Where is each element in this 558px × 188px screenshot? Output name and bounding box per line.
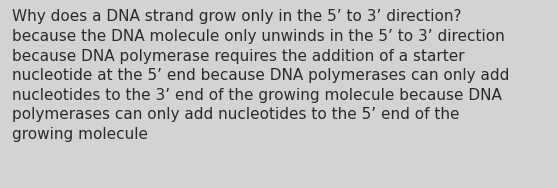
Text: Why does a DNA strand grow only in the 5’ to 3’ direction?
because the DNA molec: Why does a DNA strand grow only in the 5… (12, 9, 509, 142)
